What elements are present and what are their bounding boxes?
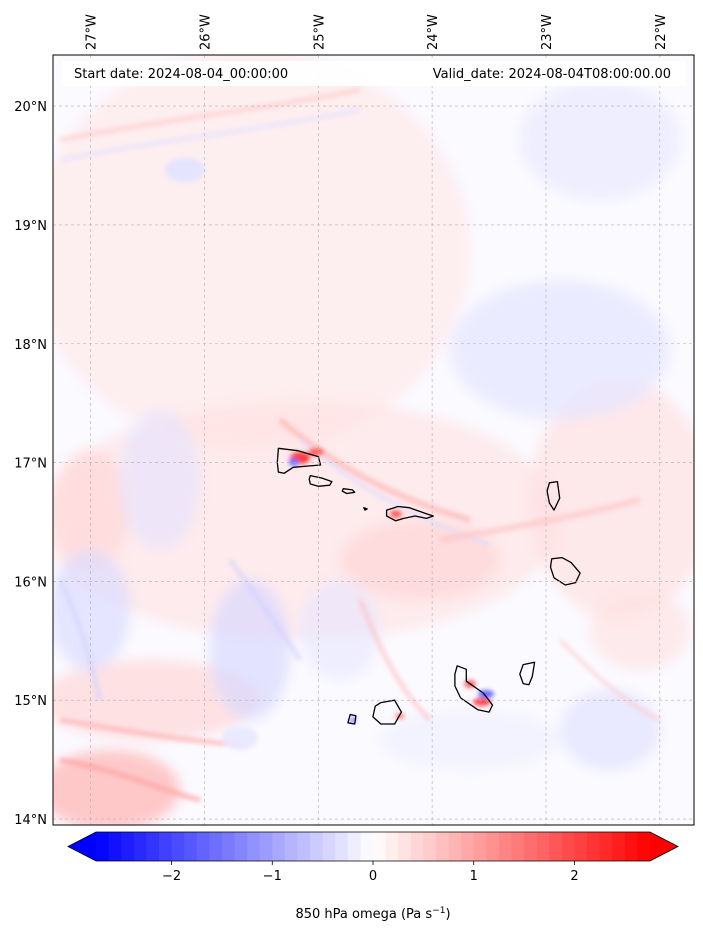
- latitude-tick-labels: 20°N 19°N 18°N 17°N 16°N 15°N 14°N: [14, 100, 47, 828]
- colorbar-extend-max: [650, 832, 678, 861]
- colorbar-label-exponent: −1: [432, 906, 445, 916]
- colorbar-swatch: [498, 832, 513, 861]
- colorbar-swatch: [171, 832, 185, 861]
- colorbar-swatch: [209, 832, 223, 861]
- colorbar-swatch: [347, 832, 362, 861]
- colorbar-swatch: [624, 832, 639, 861]
- colorbar-body: [67, 831, 679, 862]
- colorbar-label: 850 hPa omega (Pa s−1): [295, 906, 450, 922]
- colorbar-label-close: ): [445, 907, 450, 922]
- island-fogo: [372, 699, 403, 725]
- lat-tick-label-5: 15°N: [14, 694, 47, 709]
- colorbar-swatch: [133, 832, 147, 861]
- lon-tick-label-2: 25°W: [312, 14, 327, 50]
- colorbar-swatch: [284, 832, 299, 861]
- colorbar: −2 −1 0 1 2 850 hPa omega (Pa s−1): [67, 831, 679, 922]
- colorbar-swatch: [511, 832, 525, 861]
- colorbar-swatch: [561, 832, 576, 861]
- colorbar-swatch: [121, 832, 135, 861]
- island-boa-vista: [549, 556, 581, 586]
- colorbar-label-text: 850 hPa omega (Pa s: [295, 907, 432, 922]
- lon-tick-label-5: 22°W: [654, 14, 669, 50]
- date-banner: [62, 61, 686, 86]
- colorbar-swatch: [373, 832, 387, 861]
- lat-tick-label-1: 19°N: [14, 219, 47, 234]
- start-date-label: Start date: 2024-08-04_00:00:00: [74, 67, 288, 82]
- colorbar-swatch: [536, 832, 550, 861]
- lon-tick-label-3: 24°W: [426, 14, 441, 50]
- colorbar-swatch: [196, 832, 210, 861]
- lon-tick-label-0: 27°W: [85, 14, 100, 50]
- lat-tick-label-2: 18°N: [14, 338, 47, 353]
- colorbar-swatch: [184, 832, 198, 861]
- map-panel: Start date: 2024-08-04_00:00:00 Valid_da…: [52, 54, 695, 826]
- gridlines: [53, 55, 694, 825]
- colorbar-tick-label-4: 2: [570, 869, 578, 884]
- colorbar-swatch: [473, 832, 487, 861]
- map-frame: [52, 54, 695, 826]
- island-razo: [363, 507, 368, 511]
- colorbar-swatch: [297, 832, 311, 861]
- colorbar-swatch: [335, 832, 349, 861]
- island-sal: [546, 480, 561, 511]
- island-santa-luzia: [341, 488, 356, 495]
- colorbar-swatch: [146, 832, 160, 861]
- colorbar-swatch: [524, 832, 538, 861]
- island-maio: [519, 661, 536, 686]
- colorbar-swatch: [310, 832, 324, 861]
- lat-tick-label-0: 20°N: [14, 100, 47, 115]
- lat-tick-label-3: 17°N: [14, 457, 47, 472]
- colorbar-swatch: [448, 832, 462, 861]
- colorbar-swatch: [108, 832, 122, 861]
- colorbar-swatch: [423, 832, 437, 861]
- colorbar-swatch: [385, 832, 399, 861]
- colorbar-swatch: [612, 832, 626, 861]
- lon-tick-label-4: 23°W: [540, 14, 555, 50]
- longitude-tick-labels: 27°W 26°W 25°W 24°W 23°W 22°W: [85, 14, 669, 50]
- colorbar-swatch: [360, 832, 374, 861]
- colorbar-swatch: [247, 832, 261, 861]
- island-santiago: [454, 665, 494, 713]
- colorbar-swatch: [410, 832, 424, 861]
- colorbar-extend-min: [68, 832, 96, 861]
- coastlines: [276, 447, 581, 725]
- colorbar-swatch: [96, 832, 110, 861]
- colorbar-swatch: [158, 832, 173, 861]
- colorbar-swatch: [599, 832, 613, 861]
- colorbar-tick-label-3: 1: [470, 869, 478, 884]
- colorbar-swatch: [398, 832, 412, 861]
- lat-tick-label-6: 14°N: [14, 813, 47, 828]
- colorbar-swatch: [322, 832, 336, 861]
- island-brava: [347, 713, 357, 725]
- colorbar-swatch: [461, 832, 475, 861]
- colorbar-tick-label-2: 0: [369, 869, 377, 884]
- colorbar-swatch: [574, 832, 588, 861]
- colorbar-swatch: [549, 832, 563, 861]
- island-sao-nicolau: [385, 505, 434, 522]
- island-santo-antao: [276, 447, 322, 474]
- lon-tick-label-1: 26°W: [198, 14, 213, 50]
- colorbar-swatch: [259, 832, 273, 861]
- colorbar-swatch: [486, 832, 500, 861]
- colorbar-tick-label-1: −1: [263, 869, 282, 884]
- colorbar-tick-label-0: −2: [162, 869, 181, 884]
- island-sao-vicente: [308, 474, 333, 487]
- valid-date-label: Valid_date: 2024-08-04T08:00:00.00: [433, 67, 671, 82]
- lat-tick-label-4: 16°N: [14, 575, 47, 590]
- colorbar-ticks: −2 −1 0 1 2: [162, 861, 579, 884]
- colorbar-swatch: [637, 832, 651, 861]
- omega-field: [53, 55, 694, 825]
- colorbar-swatch: [435, 832, 450, 861]
- colorbar-swatch: [221, 832, 236, 861]
- colorbar-swatch: [234, 832, 248, 861]
- colorbar-swatch: [272, 832, 286, 861]
- colorbar-swatch: [587, 832, 601, 861]
- colorbar-outline: [67, 831, 679, 862]
